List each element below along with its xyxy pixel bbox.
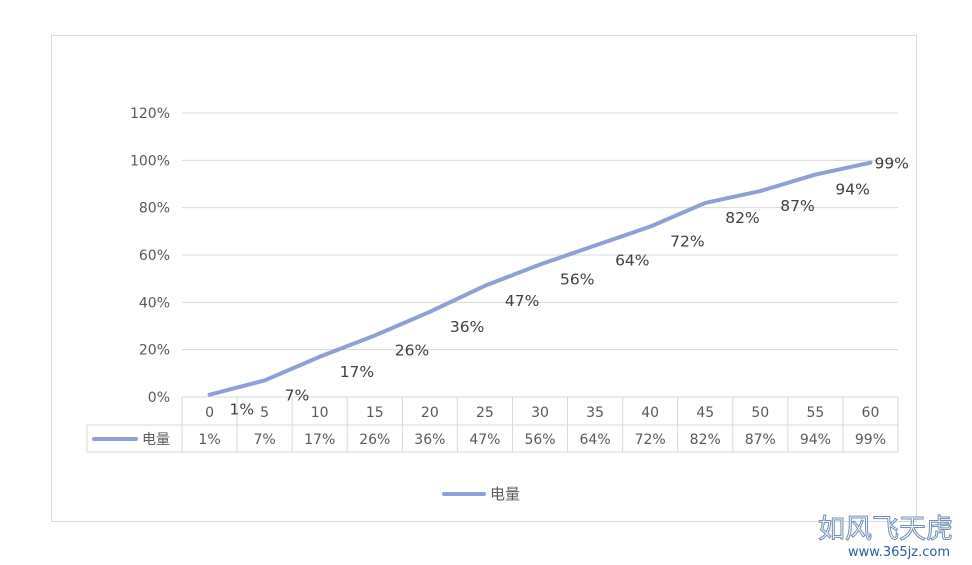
x-category-label: 35	[586, 405, 604, 421]
x-category-label: 30	[531, 405, 549, 421]
data-label: 72%	[670, 233, 704, 251]
table-value-cell: 47%	[469, 432, 500, 448]
legend-label: 电量	[490, 485, 520, 503]
data-label: 7%	[285, 386, 310, 404]
y-tick-label: 100%	[130, 153, 170, 169]
table-value-cell: 17%	[304, 432, 335, 448]
data-label: 56%	[560, 270, 594, 288]
data-label: 1%	[230, 401, 255, 419]
data-label: 82%	[725, 209, 759, 227]
data-label: 64%	[615, 252, 649, 270]
series-layer	[207, 160, 873, 397]
chart-frame	[51, 35, 917, 522]
gridlines	[182, 112, 898, 398]
series-line	[207, 160, 873, 397]
table-value-cell: 1%	[198, 432, 220, 448]
x-category-label: 25	[476, 405, 494, 421]
data-label: 36%	[450, 318, 484, 336]
x-category-label: 45	[696, 405, 714, 421]
y-tick-label: 80%	[139, 201, 170, 217]
table-value-cell: 72%	[635, 432, 666, 448]
table-series-name: 电量	[142, 432, 170, 448]
table-value-cell: 94%	[800, 432, 831, 448]
x-category-label: 55	[806, 405, 824, 421]
table-value-cell: 99%	[855, 432, 886, 448]
y-tick-label: 120%	[130, 106, 170, 122]
watermark-url: www.365jz.com	[848, 545, 950, 560]
x-category-label: 0	[205, 405, 214, 421]
data-label: 94%	[835, 181, 869, 199]
y-tick-label: 20%	[139, 343, 170, 359]
table-value-cell: 82%	[690, 432, 721, 448]
data-label: 87%	[780, 197, 814, 215]
watermark: 如风飞天虎 www.365jz.com	[818, 514, 954, 561]
y-tick-label: 0%	[148, 390, 170, 406]
data-labels: 1% 7% 17% 26% 36% 47% 56% 64% 72% 82% 87% 94% 99%	[230, 155, 909, 419]
x-category-label: 15	[366, 405, 384, 421]
legend: 电量	[442, 485, 520, 503]
data-label: 26%	[395, 341, 429, 359]
x-category-label: 50	[751, 405, 769, 421]
table-value-cell: 26%	[359, 432, 390, 448]
data-label: 47%	[505, 292, 539, 310]
x-category-label: 5	[260, 405, 269, 421]
x-category-label: 40	[641, 405, 659, 421]
x-category-label: 20	[421, 405, 439, 421]
x-category-label: 60	[862, 405, 880, 421]
y-axis: 0% 20% 40% 60% 80% 100% 120%	[130, 106, 170, 406]
data-table: 0 1% 5 7% 10 17% 15 26% 20 36% 25 47% 30 56% 35 64% 40 72…	[86, 397, 899, 453]
data-label: 99%	[874, 155, 908, 173]
y-tick-label: 60%	[139, 248, 170, 264]
table-value-cell: 64%	[580, 432, 611, 448]
x-category-label: 10	[311, 405, 329, 421]
watermark-text: 如风飞天虎	[818, 514, 953, 545]
y-tick-label: 40%	[139, 295, 170, 311]
data-label: 17%	[340, 363, 374, 381]
table-value-cell: 87%	[745, 432, 776, 448]
table-value-cell: 36%	[414, 432, 445, 448]
table-value-cell: 7%	[254, 432, 276, 448]
table-value-cell: 56%	[524, 432, 555, 448]
